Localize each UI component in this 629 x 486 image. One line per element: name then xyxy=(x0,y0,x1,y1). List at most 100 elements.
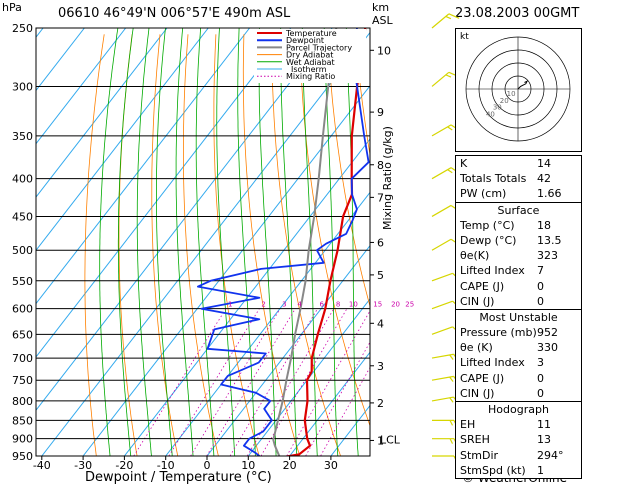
wind-barb-staff xyxy=(431,167,452,180)
temperature-tick-label: 30 xyxy=(324,459,338,472)
mixing-ratio-label: 4 xyxy=(297,301,302,309)
height-tick-label: 7 xyxy=(377,191,384,204)
surface-row: CIN (J) 0 xyxy=(456,294,581,309)
pressure-tick-label: 500 xyxy=(12,244,33,257)
height-tick-label: 8 xyxy=(377,159,384,172)
wet-adiabat-line xyxy=(99,28,119,456)
wind-barb-flag xyxy=(449,376,454,382)
height-tick-label: 6 xyxy=(377,236,384,249)
index-value: 3 xyxy=(537,356,544,370)
index-label: θe(K) xyxy=(460,249,490,263)
pressure-tick-label: 400 xyxy=(12,173,33,186)
wind-barb-flag xyxy=(445,15,452,20)
index-label: Temp (°C) xyxy=(460,218,515,232)
hodograph-row: StmDir 294° xyxy=(456,448,581,463)
temperature-tick-label: -20 xyxy=(115,459,133,472)
wind-barb-flag xyxy=(449,438,454,444)
parcel-trajectory-line xyxy=(272,28,338,456)
indices-panel: K 14 Totals Totals 42 PW (cm) 1.66 Surface Temp… xyxy=(455,155,582,479)
wet-adiabat-line xyxy=(117,28,134,456)
index-value: 11 xyxy=(537,418,551,432)
index-label: K xyxy=(460,157,468,170)
isotherm-line xyxy=(206,244,370,456)
wind-barb-flag xyxy=(447,169,453,174)
index-label: CAPE (J) xyxy=(460,371,505,385)
legend-label: Dry Adiabat xyxy=(286,51,333,60)
isotherm-line xyxy=(41,31,370,456)
isotherm-line xyxy=(36,28,250,305)
isotherm-line xyxy=(124,138,370,456)
surface-section-title: Surface xyxy=(456,201,581,218)
dry-adiabat-line xyxy=(182,34,219,456)
temperature-tick-label: 10 xyxy=(241,459,255,472)
wind-barb-flag xyxy=(449,420,454,426)
isotherm-line xyxy=(36,28,333,412)
height-tick-label: 9 xyxy=(377,106,384,119)
temperature-tick-label: -10 xyxy=(157,459,175,472)
index-label: CAPE (J) xyxy=(460,279,505,293)
wet-adiabat-line xyxy=(323,28,339,456)
height-tick-label: 4 xyxy=(377,317,384,330)
index-value: 1.66 xyxy=(537,187,562,201)
index-label: Lifted Index xyxy=(460,264,525,278)
index-value: 7 xyxy=(537,264,544,278)
height-tick-label: 1 xyxy=(377,434,384,447)
hodograph-section-title: Hodograph xyxy=(456,401,581,417)
mixing-ratio-line xyxy=(133,308,227,456)
mixing-ratio-line xyxy=(260,308,348,456)
mixing-ratio-line xyxy=(206,308,296,456)
mixing-ratio-label: 25 xyxy=(405,301,414,309)
index-label: StmSpd (kt) xyxy=(460,463,526,477)
pressure-tick-label: 800 xyxy=(12,395,33,408)
isotherm-line xyxy=(36,28,209,252)
km-label: km xyxy=(372,1,390,14)
wind-barb-staff xyxy=(431,326,453,335)
hodograph-row: EH 11 xyxy=(456,417,581,432)
isotherm-line xyxy=(247,298,370,456)
index-label: CIN (J) xyxy=(460,294,495,308)
index-row: PW (cm) 1.66 xyxy=(456,186,581,201)
wind-barb-flag xyxy=(449,397,454,403)
index-label: Pressure (mb) xyxy=(460,326,537,340)
height-tick-label: 2 xyxy=(377,397,384,410)
hodograph-panel: 10 20 30 40 kt xyxy=(455,28,582,152)
lcl-label: LCL xyxy=(380,434,401,447)
pressure-tick-label: 250 xyxy=(12,22,33,35)
pressure-tick-label: 900 xyxy=(12,433,33,446)
hodograph-ring-label: 30 xyxy=(493,104,502,112)
wet-adiabat-line xyxy=(195,28,215,456)
wind-barb-staff xyxy=(431,272,453,282)
index-value: 14 xyxy=(537,157,551,170)
index-value: 13.5 xyxy=(537,233,562,247)
index-label: PW (cm) xyxy=(460,187,507,201)
mixing-ratio-line xyxy=(320,366,370,456)
index-value: 952 xyxy=(537,326,558,340)
legend-label: Parcel Trajectory xyxy=(286,43,352,52)
surface-row: θe(K) 323 xyxy=(456,248,581,263)
legend-label: Temperature xyxy=(285,29,337,38)
most-unstable-row: CAPE (J) 0 xyxy=(456,371,581,386)
index-value: 330 xyxy=(537,341,558,355)
x-axis-label: Dewpoint / Temperature (°C) xyxy=(85,470,272,485)
isotherm-line xyxy=(36,28,292,358)
pressure-tick-label: 350 xyxy=(12,130,33,143)
wind-barb-flag xyxy=(449,354,454,360)
datetime-header: 23.08.2003 00GMT xyxy=(455,6,580,21)
mixing-ratio-label: 10 xyxy=(349,301,358,309)
hodograph-row: StmSpd (kt) 1 xyxy=(456,463,581,478)
dry-adiabat-line xyxy=(355,34,370,157)
index-label: EH xyxy=(460,418,476,432)
most-unstable-row: CIN (J) 0 xyxy=(456,386,581,401)
dry-adiabat-line xyxy=(579,34,629,459)
index-value: 13 xyxy=(537,433,551,447)
height-tick-label: 3 xyxy=(377,360,384,373)
wind-barb-staff xyxy=(431,204,452,217)
legend-label: Mixing Ratio xyxy=(286,72,335,81)
isotherm-line xyxy=(36,28,127,145)
wet-adiabat-line xyxy=(301,28,318,456)
height-tick-label: 5 xyxy=(377,269,384,282)
wind-barb-staff xyxy=(431,238,452,251)
wind-barb-staff xyxy=(431,300,453,310)
dry-adiabat-line xyxy=(327,34,370,308)
